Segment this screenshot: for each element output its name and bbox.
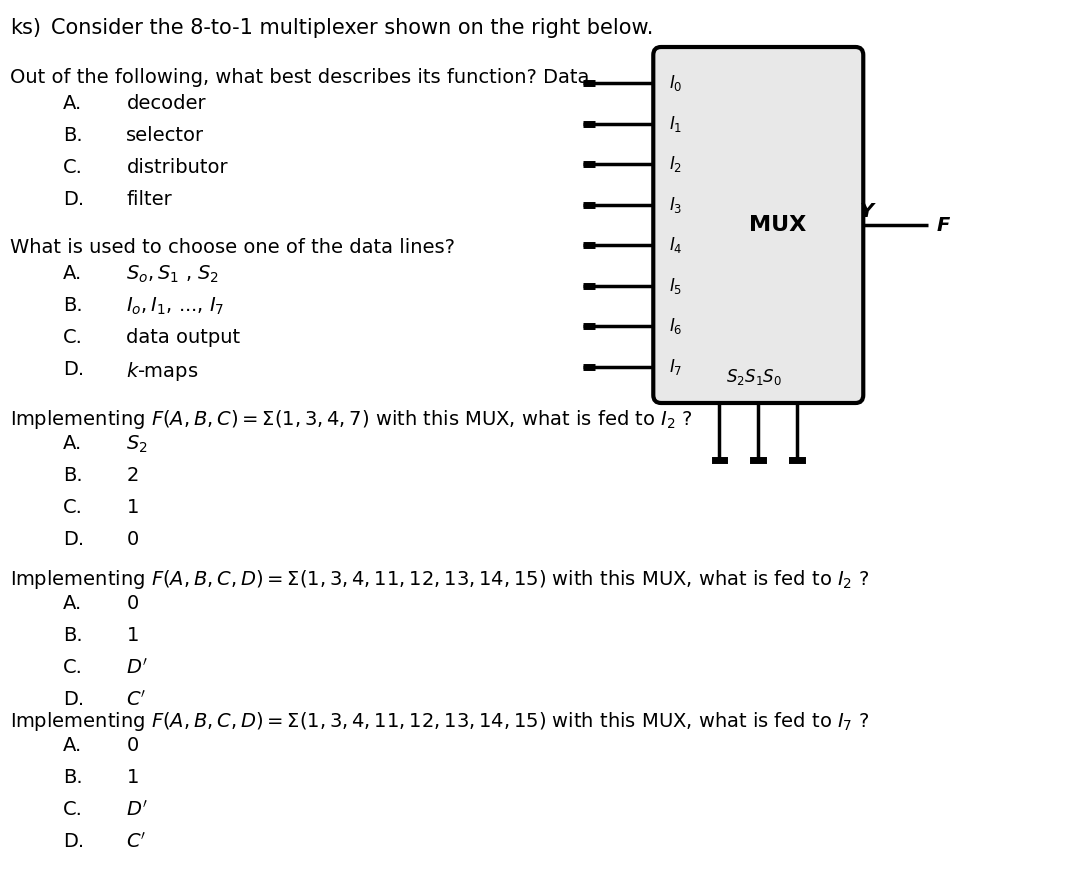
Text: F: F [936,216,949,235]
Text: A.: A. [64,594,82,613]
Text: D.: D. [64,360,84,379]
Text: $D'$: $D'$ [126,800,148,820]
Text: $I_6$: $I_6$ [669,316,683,336]
Text: decoder: decoder [126,94,206,113]
Text: D.: D. [64,690,84,709]
Text: $k$-maps: $k$-maps [126,360,199,383]
Text: 0: 0 [126,594,138,613]
Text: Out of the following, what best describes its function? Data: Out of the following, what best describe… [10,68,589,87]
Text: filter: filter [126,190,172,209]
Text: 1: 1 [126,498,138,517]
Text: $C'$: $C'$ [126,690,147,710]
Text: $D'$: $D'$ [126,658,148,678]
Text: What is used to choose one of the data lines?: What is used to choose one of the data l… [10,238,455,257]
Text: $I_o, I_1$, ..., $I_7$: $I_o, I_1$, ..., $I_7$ [126,296,225,317]
Text: B.: B. [64,768,83,787]
Text: A.: A. [64,264,82,283]
Text: $I_1$: $I_1$ [669,114,683,134]
Text: $I_4$: $I_4$ [669,236,683,255]
Text: C.: C. [64,800,83,819]
Text: $I_7$: $I_7$ [669,357,683,377]
Text: B.: B. [64,626,83,645]
Text: $S_2S_1S_0$: $S_2S_1S_0$ [727,367,782,387]
Text: $S_o, S_1$ , $S_2$: $S_o, S_1$ , $S_2$ [126,264,219,285]
Text: A.: A. [64,736,82,755]
Text: $I_2$: $I_2$ [669,154,681,174]
FancyBboxPatch shape [653,47,863,403]
Text: B.: B. [64,296,83,315]
Text: D.: D. [64,530,84,549]
Text: A.: A. [64,94,82,113]
Text: A.: A. [64,434,82,453]
Text: Implementing $F(A, B, C) = \Sigma(1,3,4,7)$ with this MUX, what is fed to $I_2$ : Implementing $F(A, B, C) = \Sigma(1,3,4,… [10,408,692,431]
Text: selector: selector [126,126,204,145]
Text: ks): ks) [10,18,41,38]
Text: C.: C. [64,498,83,517]
Text: Y: Y [860,202,874,221]
Text: $S_2$: $S_2$ [126,434,148,455]
Text: 2: 2 [126,466,138,485]
Text: 0: 0 [126,736,138,755]
Text: 0: 0 [126,530,138,549]
Text: MUX: MUX [750,215,807,235]
Text: Implementing $F(A, B, C, D) = \Sigma(1,3,4,11,12,13,14,15)$ with this MUX, what : Implementing $F(A, B, C, D) = \Sigma(1,3… [10,710,869,733]
Text: $I_3$: $I_3$ [669,194,683,215]
Text: C.: C. [64,158,83,177]
Text: B.: B. [64,466,83,485]
Text: 1: 1 [126,768,138,787]
Text: D.: D. [64,832,84,851]
Text: C.: C. [64,658,83,677]
Text: distributor: distributor [126,158,228,177]
Text: $C'$: $C'$ [126,832,147,852]
Text: Implementing $F(A, B, C, D) = \Sigma(1,3,4,11,12,13,14,15)$ with this MUX, what : Implementing $F(A, B, C, D) = \Sigma(1,3… [10,568,869,591]
Text: data output: data output [126,328,241,347]
Text: Consider the 8-to-1 multiplexer shown on the right below.: Consider the 8-to-1 multiplexer shown on… [51,18,653,38]
Text: $I_0$: $I_0$ [669,73,683,93]
Text: $I_5$: $I_5$ [669,276,683,296]
Text: B.: B. [64,126,83,145]
Text: D.: D. [64,190,84,209]
Text: 1: 1 [126,626,138,645]
Text: C.: C. [64,328,83,347]
